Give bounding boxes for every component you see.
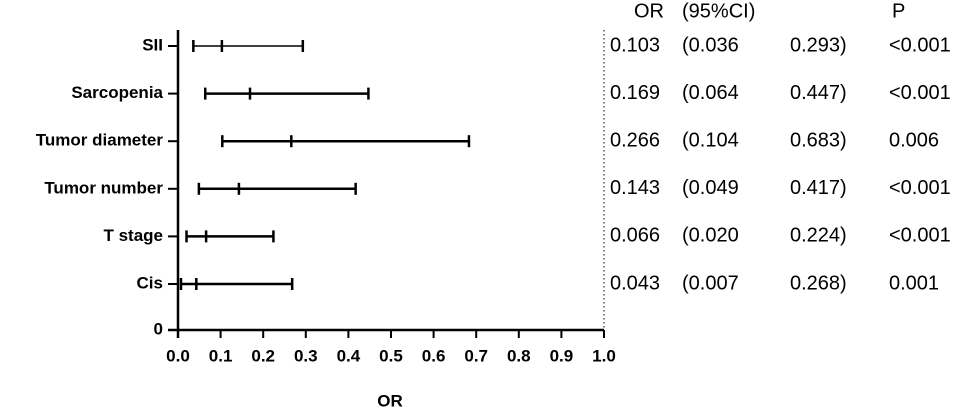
ci-lower-value: (0.064 <box>682 82 739 104</box>
x-tick-label: 0.4 <box>337 346 361 365</box>
p-value: <0.001 <box>889 82 951 104</box>
ci-upper-value: 0.683) <box>790 129 847 151</box>
p-value: <0.001 <box>889 177 951 199</box>
ci-lower-value: (0.049 <box>682 177 739 199</box>
ci-lower-value: (0.007 <box>682 272 739 294</box>
y-origin-label: 0 <box>154 319 163 338</box>
x-tick-label: 0.1 <box>209 346 233 365</box>
x-tick-label: 0.0 <box>166 346 190 365</box>
category-label: Tumor number <box>44 178 163 197</box>
p-value: 0.001 <box>889 272 939 294</box>
p-value: <0.001 <box>889 34 951 56</box>
or-value: 0.143 <box>610 177 660 199</box>
category-label: Cis <box>137 273 163 292</box>
x-tick-label: 1.0 <box>592 346 616 365</box>
category-label: T stage <box>103 226 163 245</box>
ci-lower-value: (0.020 <box>682 225 739 247</box>
ci-upper-value: 0.224) <box>790 225 847 247</box>
x-tick-label: 0.6 <box>422 346 446 365</box>
or-value: 0.103 <box>610 34 660 56</box>
p-header: P <box>892 0 905 22</box>
or-value: 0.043 <box>610 272 660 294</box>
ci-upper-value: 0.447) <box>790 82 847 104</box>
or-value: 0.169 <box>610 82 660 104</box>
ci-lower-value: (0.036 <box>682 34 739 56</box>
category-label: SII <box>142 35 163 54</box>
x-tick-label: 0.9 <box>550 346 574 365</box>
or-value: 0.066 <box>610 225 660 247</box>
x-tick-label: 0.8 <box>507 346 531 365</box>
ci-upper-value: 0.293) <box>790 34 847 56</box>
x-tick-label: 0.3 <box>294 346 318 365</box>
category-label: Sarcopenia <box>71 83 163 102</box>
p-value: 0.006 <box>889 129 939 151</box>
or-header: OR <box>634 0 664 22</box>
x-tick-label: 0.5 <box>379 346 403 365</box>
p-value: <0.001 <box>889 225 951 247</box>
ci-header: (95%CI) <box>682 0 755 22</box>
ci-lower-value: (0.104 <box>682 129 739 151</box>
x-tick-label: 0.7 <box>464 346 488 365</box>
category-label: Tumor diameter <box>36 131 164 150</box>
x-axis-title: OR <box>377 391 403 410</box>
ci-upper-value: 0.268) <box>790 272 847 294</box>
or-value: 0.266 <box>610 129 660 151</box>
ci-upper-value: 0.417) <box>790 177 847 199</box>
x-tick-label: 0.2 <box>251 346 275 365</box>
